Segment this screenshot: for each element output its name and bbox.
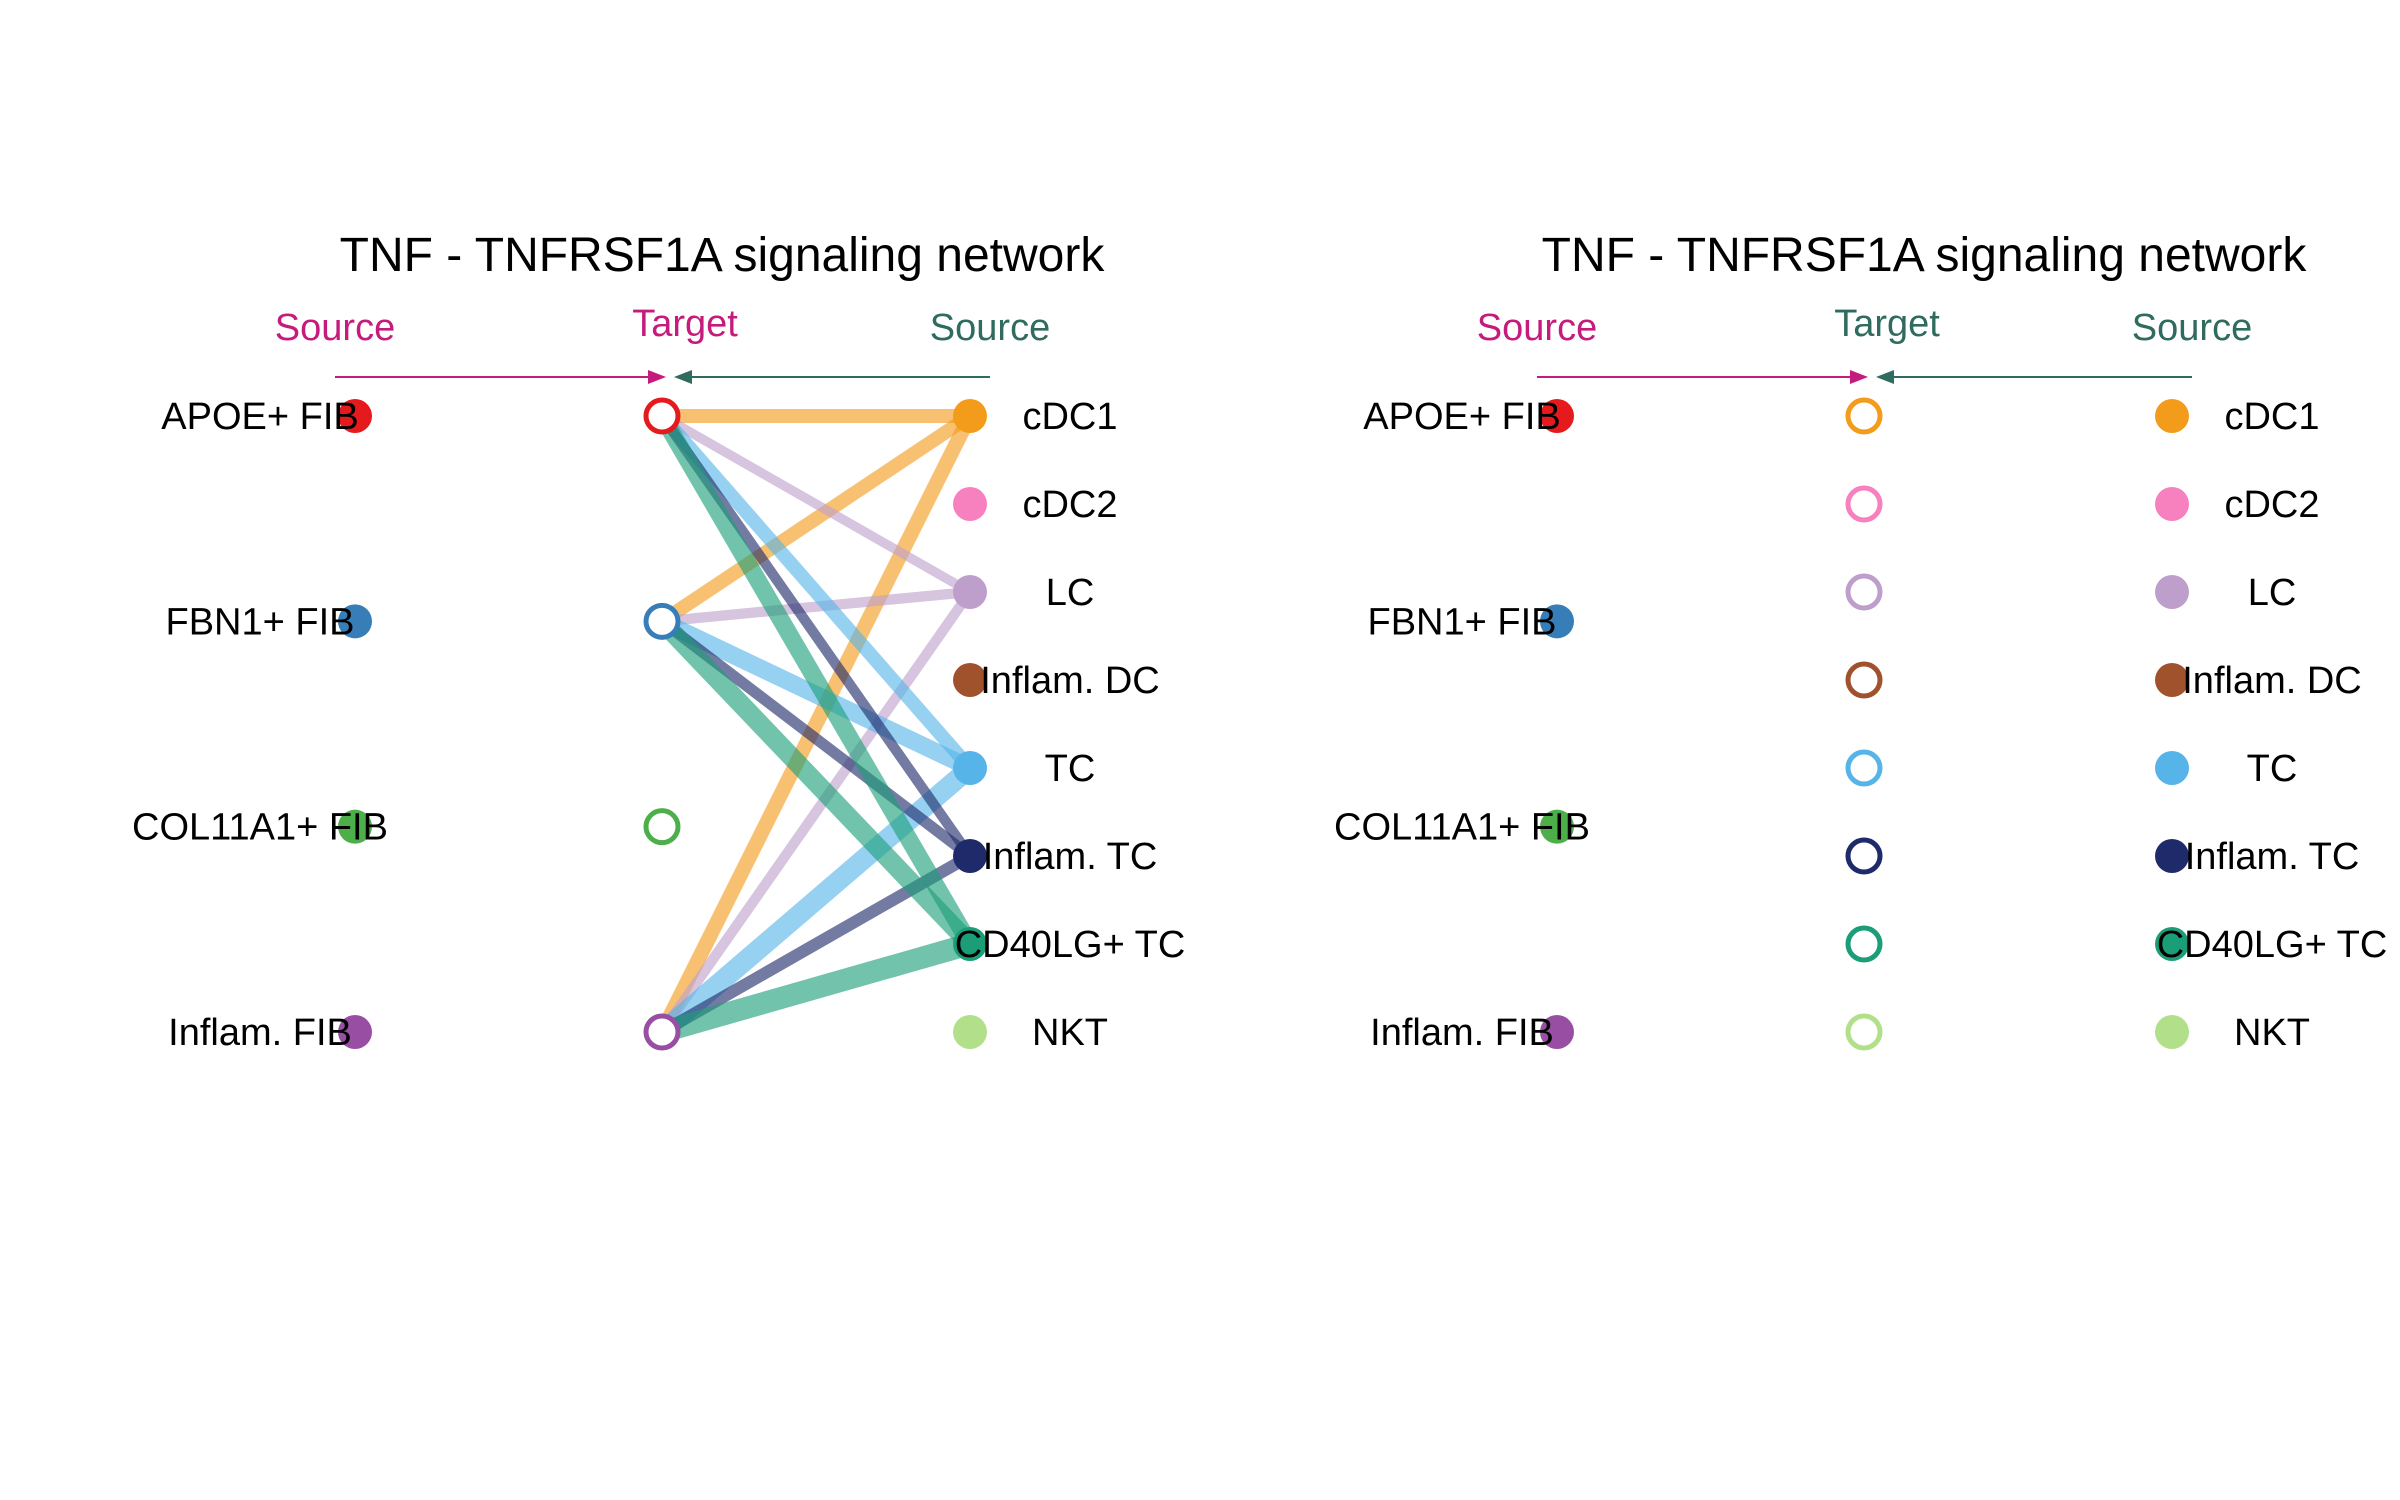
- right-source-dot: [2155, 1015, 2189, 1049]
- right-source-label: NKT: [1032, 1012, 1108, 1054]
- left-source-label: Inflam. FIB: [1370, 1012, 1554, 1054]
- right-sources: cDC1 cDC2 LC Inflam. DC TC Inflam. TC CD40LG+ …: [2155, 396, 2387, 1054]
- right-source-label: CD40LG+ TC: [955, 924, 1186, 966]
- right-source-dot: [2155, 663, 2189, 697]
- right-source-dot: [953, 1015, 987, 1049]
- left-source-label: FBN1+ FIB: [1368, 601, 1557, 643]
- targets: [643, 397, 681, 1051]
- left-source-dot: [1540, 1015, 1574, 1049]
- header-arrows: [1537, 370, 2192, 384]
- edge-4: [661, 586, 971, 627]
- right-source-label: NKT: [2234, 1012, 2310, 1054]
- right-source-dot: [2155, 751, 2189, 785]
- right-source-label: TC: [1045, 748, 1096, 790]
- edge-13: [655, 614, 977, 951]
- right-source-dot: [953, 751, 987, 785]
- left-source-dot: [338, 604, 372, 639]
- left-source-dot: [338, 399, 372, 433]
- network-panel-1: TNF - TNFRSF1A signaling network Source Ta…: [132, 229, 1185, 1054]
- right-source-dot: [953, 575, 987, 609]
- right-source-label: CD40LG+ TC: [2157, 924, 2388, 966]
- right-source-dot: [2155, 839, 2189, 873]
- target-ring: [643, 1013, 681, 1051]
- header-right-source: Source: [930, 307, 1050, 349]
- right-source-label: Inflam. TC: [983, 836, 1158, 878]
- target-ring: [1845, 485, 1883, 523]
- right-source-dot: [953, 663, 987, 697]
- right-source-dot: [953, 839, 987, 873]
- edge-12: [654, 411, 978, 949]
- target-ring: [643, 397, 681, 435]
- target-ring: [1845, 837, 1883, 875]
- target-ring: [643, 602, 681, 640]
- right-source-label: cDC2: [1022, 484, 1117, 526]
- left-source-dot: [1540, 604, 1574, 639]
- left-sources: APOE+ FIB FBN1+ FIB COL11A1+ FIB Inflam. FI…: [132, 396, 388, 1054]
- header-left-source: Source: [1477, 307, 1597, 349]
- header-target: Target: [1834, 303, 1940, 345]
- right-source-label: cDC1: [1022, 396, 1117, 438]
- edge-3: [659, 411, 973, 597]
- arrow-right-head: [1876, 370, 1894, 384]
- left-source-dot: [338, 1015, 372, 1049]
- right-source-dot: [2155, 399, 2189, 433]
- edge-2: [655, 412, 977, 1036]
- network-panel-2: TNF - TNFRSF1A signaling network Source Ta…: [1334, 229, 2387, 1054]
- panel-title: TNF - TNFRSF1A signaling network: [340, 229, 1106, 282]
- right-source-dot: [953, 487, 987, 521]
- left-source-label: COL11A1+ FIB: [1334, 807, 1590, 849]
- header-left-source: Source: [275, 307, 395, 349]
- left-source-dot: [1540, 399, 1574, 433]
- target-ring: [1845, 925, 1883, 963]
- edge-5: [657, 589, 975, 1035]
- left-source-label: APOE+ FIB: [161, 396, 358, 438]
- right-source-label: LC: [2248, 572, 2297, 614]
- targets: [1845, 397, 1883, 1051]
- arrow-left-head: [1850, 370, 1868, 384]
- edge-14: [658, 933, 974, 1043]
- target-ring: [1845, 397, 1883, 435]
- arrow-left-head: [648, 370, 666, 384]
- right-source-label: TC: [2247, 748, 2298, 790]
- left-source-dot: [1540, 809, 1574, 844]
- left-source-label: APOE+ FIB: [1363, 396, 1560, 438]
- header-arrows: [335, 370, 990, 384]
- edge-10: [658, 616, 974, 861]
- right-source-label: LC: [1046, 572, 1095, 614]
- edges: [654, 409, 978, 1043]
- right-source-label: cDC1: [2224, 396, 2319, 438]
- left-sources: APOE+ FIB FBN1+ FIB COL11A1+ FIB Inflam. FI…: [1334, 396, 1590, 1054]
- target-ring: [1845, 661, 1883, 699]
- panel-title: TNF - TNFRSF1A signaling network: [1542, 229, 2308, 282]
- arrow-right-head: [674, 370, 692, 384]
- left-source-dot: [338, 809, 372, 844]
- target-ring: [1845, 749, 1883, 787]
- right-source-dot: [2155, 487, 2189, 521]
- left-source-label: Inflam. FIB: [168, 1012, 352, 1054]
- right-sources: cDC1 cDC2 LC Inflam. DC TC Inflam. TC CD40LG+ …: [953, 396, 1185, 1054]
- right-source-dot: [2155, 575, 2189, 609]
- right-source-dot: [953, 927, 987, 961]
- edge-1: [658, 410, 974, 628]
- target-ring: [643, 808, 681, 846]
- right-source-label: Inflam. DC: [2182, 660, 2361, 702]
- edge-6: [656, 411, 976, 773]
- header-target: Target: [632, 303, 738, 345]
- left-source-label: COL11A1+ FIB: [132, 807, 388, 849]
- right-source-dot: [953, 399, 987, 433]
- right-source-dot: [2155, 927, 2189, 961]
- left-source-label: FBN1+ FIB: [166, 601, 355, 643]
- header-right-source: Source: [2132, 307, 2252, 349]
- target-ring: [1845, 1013, 1883, 1051]
- target-ring: [1845, 573, 1883, 611]
- right-source-label: Inflam. DC: [980, 660, 1159, 702]
- right-source-label: cDC2: [2224, 484, 2319, 526]
- right-source-label: Inflam. TC: [2185, 836, 2360, 878]
